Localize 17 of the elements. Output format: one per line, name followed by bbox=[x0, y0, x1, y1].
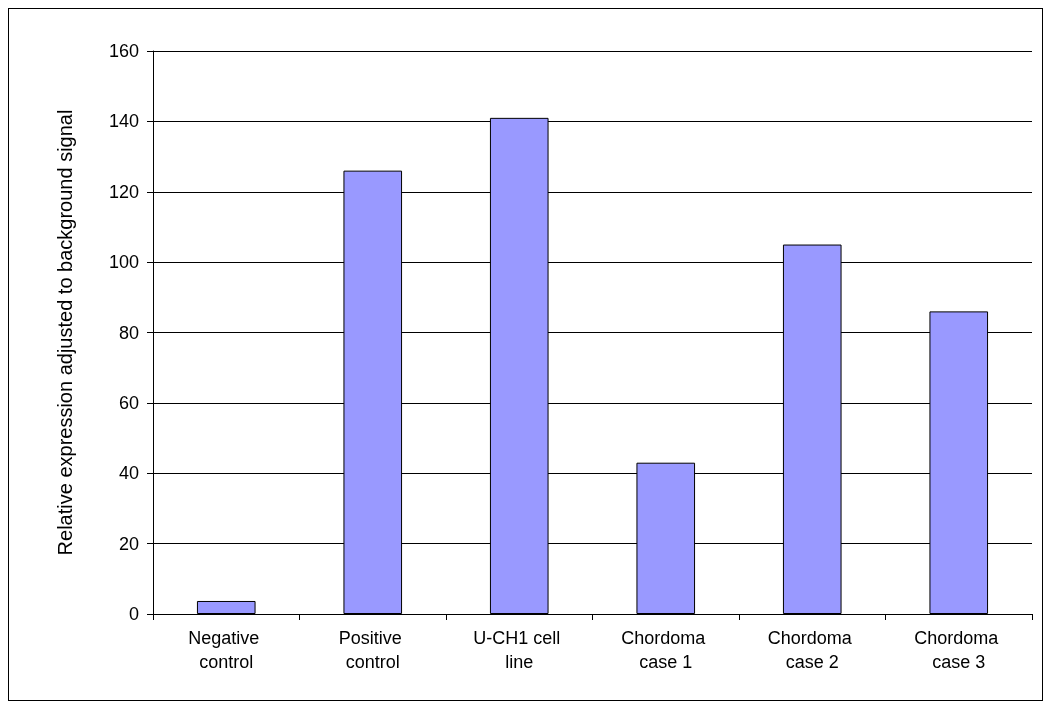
x-tick-label: Chordoma case 1 bbox=[621, 628, 711, 672]
y-tick-label: 80 bbox=[118, 322, 139, 343]
y-tick-label: 160 bbox=[108, 41, 139, 61]
x-tick-label: Chordoma case 2 bbox=[767, 628, 857, 672]
y-tick-label: 60 bbox=[118, 392, 139, 413]
x-tick-label: Chordoma case 3 bbox=[914, 628, 1004, 672]
y-tick-label: 0 bbox=[128, 604, 139, 624]
y-tick-label: 100 bbox=[108, 252, 139, 273]
y-tick-label: 20 bbox=[118, 533, 139, 554]
y-tick-label: 40 bbox=[118, 463, 139, 484]
y-axis-title: Relative expression adjusted to background signal bbox=[54, 109, 76, 556]
y-tick-label: 140 bbox=[108, 111, 139, 132]
bar bbox=[196, 600, 256, 614]
x-tick-label: Positive control bbox=[338, 628, 407, 672]
x-tick-label: Negative control bbox=[188, 628, 265, 672]
x-tick-label: U-CH1 cell line bbox=[473, 628, 566, 672]
y-tick-label: 120 bbox=[108, 181, 139, 202]
